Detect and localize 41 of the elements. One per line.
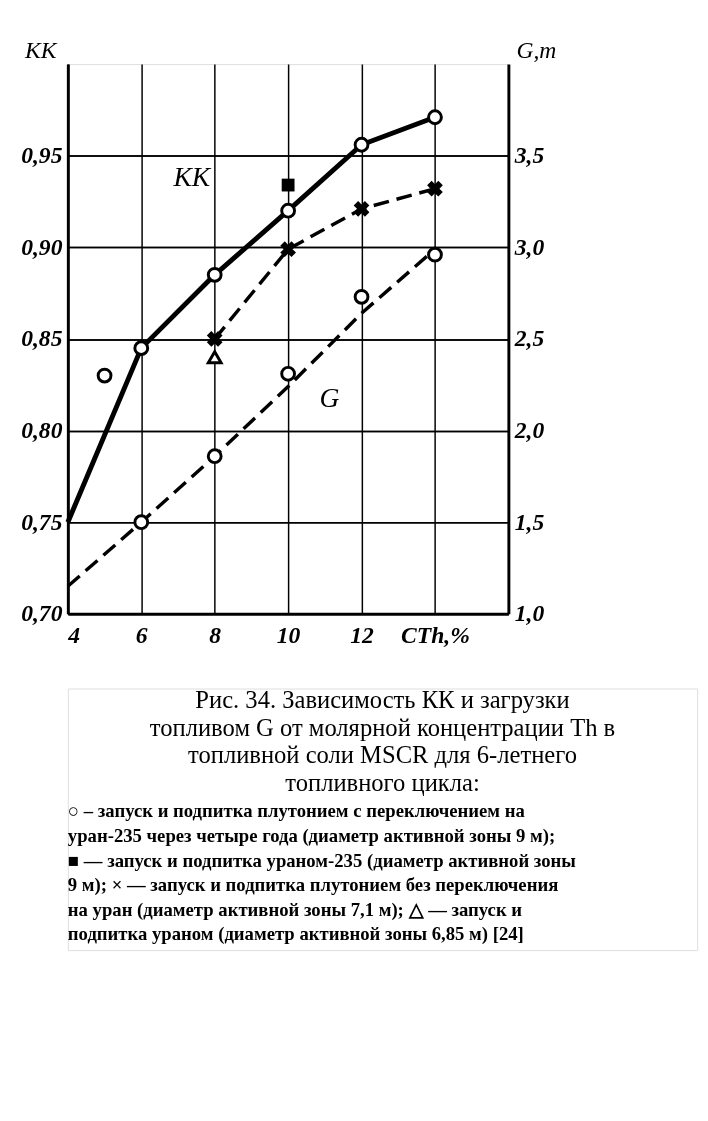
y-tick-label: 0,90 <box>21 233 63 260</box>
y2-tick-label: 1,0 <box>514 600 545 627</box>
point <box>133 340 150 357</box>
point <box>280 241 296 258</box>
y-tick-label: 0,85 <box>21 325 63 352</box>
point <box>206 331 223 347</box>
x-tick-label: 4 <box>67 621 81 648</box>
point <box>206 266 223 283</box>
annotation: G <box>319 382 340 414</box>
y2-tick-label: 2,5 <box>513 325 545 352</box>
point <box>280 202 297 219</box>
text: Рис. 34. Зависимость КК и загрузки топливом G от молярной концентрации Th в топливной соли MSCR для 6-летнего топливного цикла: <box>149 686 616 796</box>
point <box>353 288 370 305</box>
y2-tick-label: 2,0 <box>513 416 545 443</box>
point <box>427 180 443 197</box>
y2-tick-label: 3,5 <box>513 142 545 169</box>
y-tick-label: 0,70 <box>21 600 63 627</box>
y-tick-label: 0,80 <box>21 416 63 443</box>
y2-axis-title: G,т <box>516 36 557 63</box>
annotation: KK <box>172 161 212 193</box>
y2-tick-label: 3,0 <box>513 233 545 260</box>
x-tick-label: 12 <box>350 621 375 648</box>
point <box>353 136 370 153</box>
point <box>353 201 370 217</box>
point <box>427 246 443 263</box>
y-axis-title: KK <box>24 36 58 63</box>
point <box>133 514 150 531</box>
x-tick-label: 10 <box>276 621 301 648</box>
point <box>206 350 223 365</box>
y2-tick-label: 1,5 <box>514 508 545 535</box>
text: ○ – запуск и подпитка плутонием с переключением на уран-235 через четыре года (диаметр активной зоны 9 м); ■ — запуск и подпитка ураном-235 (диаметр активной зоны 9 м); × — запуск и подпитка плутонием без переключения на уран (диаметр активной зоны 7,1 м); △ — запуск и подпитка ураном (диаметр активной зоны 6,85 м) [24] <box>67 800 577 946</box>
x-tick-label: 6 <box>135 621 148 648</box>
x-tick-label: CTh,% <box>401 621 470 648</box>
point <box>280 365 297 382</box>
point <box>281 178 295 192</box>
y-tick-label: 0,75 <box>21 508 63 535</box>
x-tick-label: 8 <box>209 621 222 648</box>
point <box>96 367 113 384</box>
point <box>206 448 223 465</box>
y-tick-label: 0,95 <box>21 142 63 169</box>
point <box>427 109 443 126</box>
